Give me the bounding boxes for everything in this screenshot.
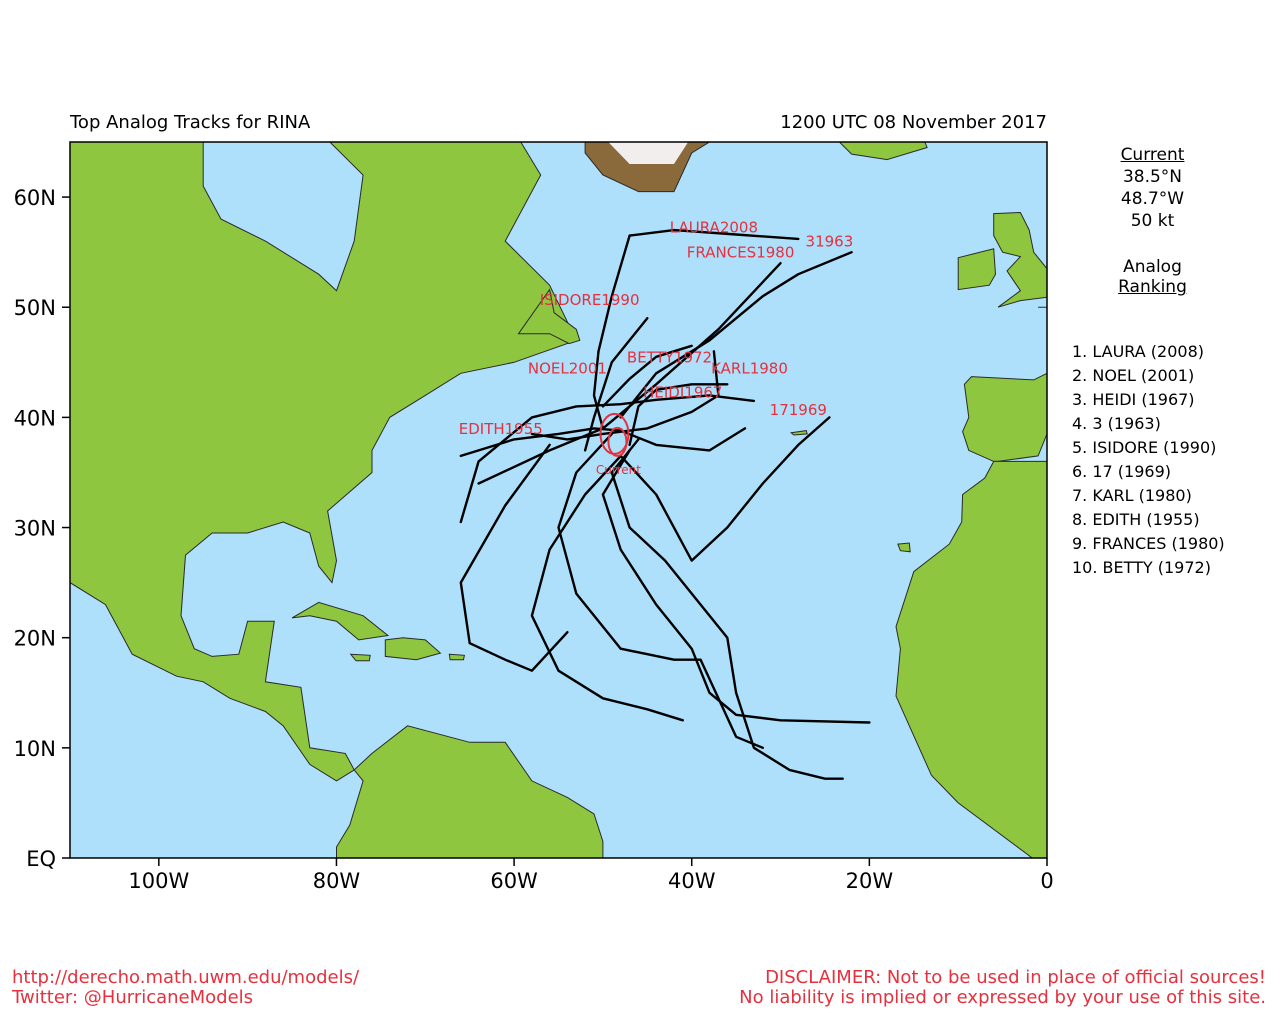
current-wind: 50 kt xyxy=(1130,211,1175,231)
hudson-bay xyxy=(202,142,364,292)
analog-ranking-list: 1. LAURA (2008) 2. NOEL (2001) 3. HEIDI (1… xyxy=(1072,340,1225,580)
track-label-171969: 171969 xyxy=(770,401,827,419)
newfoundland xyxy=(517,288,581,345)
ranking-item: 10. BETTY (1972) xyxy=(1072,558,1211,577)
ranking-item: 7. KARL (1980) xyxy=(1072,486,1192,505)
lat-label: 60N xyxy=(14,186,56,210)
current-heading: Current xyxy=(1120,145,1185,165)
track-karl1980 xyxy=(530,350,720,441)
europe xyxy=(962,306,1047,462)
north-america xyxy=(70,142,577,782)
analog-heading-1: Analog xyxy=(1123,257,1182,277)
track-betty1972 xyxy=(601,344,693,408)
footer-links: http://derecho.math.uwm.edu/models/ Twit… xyxy=(12,968,359,1008)
ranking-item: 6. 17 (1969) xyxy=(1072,462,1171,481)
current-position-marker: Current xyxy=(596,412,641,477)
jamaica xyxy=(349,653,371,662)
website-url[interactable]: http://derecho.math.uwm.edu/models/ xyxy=(12,967,360,988)
puerto-rico xyxy=(448,653,466,661)
azores xyxy=(790,430,808,436)
ireland xyxy=(957,248,997,291)
track-unlabeled-12 xyxy=(601,449,871,724)
greenland-ice xyxy=(608,142,689,165)
canary-islands xyxy=(897,542,911,553)
current-info-panel: Current 38.5°N 48.7°W 50 kt Analog Ranki… xyxy=(1085,145,1220,297)
axis-ticks: 60N 50N 40N 30N 20N 10N EQ 100W 80W 60W 40W 20W 0 xyxy=(14,186,1054,893)
track-label-betty1972: BETTY1972 xyxy=(627,348,712,366)
ranking-item: 4. 3 (1963) xyxy=(1072,414,1161,433)
track-unlabeled-11 xyxy=(459,443,569,672)
analog-heading-2: Ranking xyxy=(1118,277,1187,297)
track-edith1955 xyxy=(459,427,747,458)
track-label-frances1980: FRANCES1980 xyxy=(687,244,795,262)
chart-datetime: 1200 UTC 08 November 2017 xyxy=(780,112,1047,133)
lon-label: 40W xyxy=(668,869,716,893)
great-britain xyxy=(993,211,1047,308)
track-label-heidi1967: HEIDI1967 xyxy=(643,384,722,402)
hispaniola xyxy=(384,637,442,661)
ranking-item: 1. LAURA (2008) xyxy=(1072,342,1204,361)
track-unlabeled-10 xyxy=(530,454,684,722)
lat-label: 10N xyxy=(14,737,56,761)
track-isidore1990 xyxy=(583,317,649,452)
track-label-noel2001: NOEL2001 xyxy=(528,359,607,377)
disclaimer-line-2: No liability is implied or expressed by … xyxy=(739,987,1266,1008)
lon-label: 20W xyxy=(846,869,894,893)
cuba xyxy=(291,601,390,641)
iceland xyxy=(838,142,928,161)
current-marker-label: Current xyxy=(596,463,641,477)
footer-disclaimer: DISCLAIMER: Not to be used in place of o… xyxy=(739,968,1266,1008)
track-labels: LAURA2008 31963 FRANCES1980 ISIDORE1990 BETT… xyxy=(459,218,853,438)
track-label-karl1980: KARL1980 xyxy=(711,359,788,377)
track-label-31963: 31963 xyxy=(806,233,854,251)
track-171969 xyxy=(619,416,831,562)
track-heidi1967 xyxy=(628,383,729,447)
current-lon: 48.7°W xyxy=(1120,189,1185,209)
lat-label: 30N xyxy=(14,517,56,541)
track-frances1980 xyxy=(477,262,782,485)
track-label-edith1955: EDITH1955 xyxy=(459,420,543,438)
track-unlabeled-14 xyxy=(557,432,764,749)
track-noel2001 xyxy=(459,394,756,524)
current-ring-inner xyxy=(607,426,628,457)
lon-label: 100W xyxy=(128,869,189,893)
south-america xyxy=(336,725,604,858)
lat-label: 50N xyxy=(14,296,56,320)
track-laura2008 xyxy=(592,228,800,430)
lon-label: 0 xyxy=(1040,869,1053,893)
current-lat: 38.5°N xyxy=(1122,167,1183,187)
ranking-item: 8. EDITH (1955) xyxy=(1072,510,1200,529)
twitter-handle[interactable]: Twitter: @HurricaneModels xyxy=(12,987,254,1008)
track-31963 xyxy=(619,251,853,419)
analog-tracks xyxy=(459,228,871,780)
lat-label: EQ xyxy=(26,847,56,871)
ranking-item: 2. NOEL (2001) xyxy=(1072,366,1195,385)
track-label-isidore1990: ISIDORE1990 xyxy=(540,291,640,309)
land-masses xyxy=(70,142,1047,858)
lon-label: 60W xyxy=(490,869,538,893)
ranking-item: 9. FRANCES (1980) xyxy=(1072,534,1225,553)
lat-label: 40N xyxy=(14,406,56,430)
lon-label: 80W xyxy=(313,869,361,893)
disclaimer-line-1: DISCLAIMER: Not to be used in place of o… xyxy=(765,967,1266,988)
current-ring xyxy=(599,412,630,455)
chart-title: Top Analog Tracks for RINA xyxy=(70,112,311,133)
ranking-item: 3. HEIDI (1967) xyxy=(1072,390,1195,409)
track-label-laura2008: LAURA2008 xyxy=(670,218,758,236)
track-unlabeled-13 xyxy=(610,438,844,780)
lat-label: 20N xyxy=(14,627,56,651)
ranking-item: 5. ISIDORE (1990) xyxy=(1072,438,1217,457)
map-frame xyxy=(69,141,1048,859)
